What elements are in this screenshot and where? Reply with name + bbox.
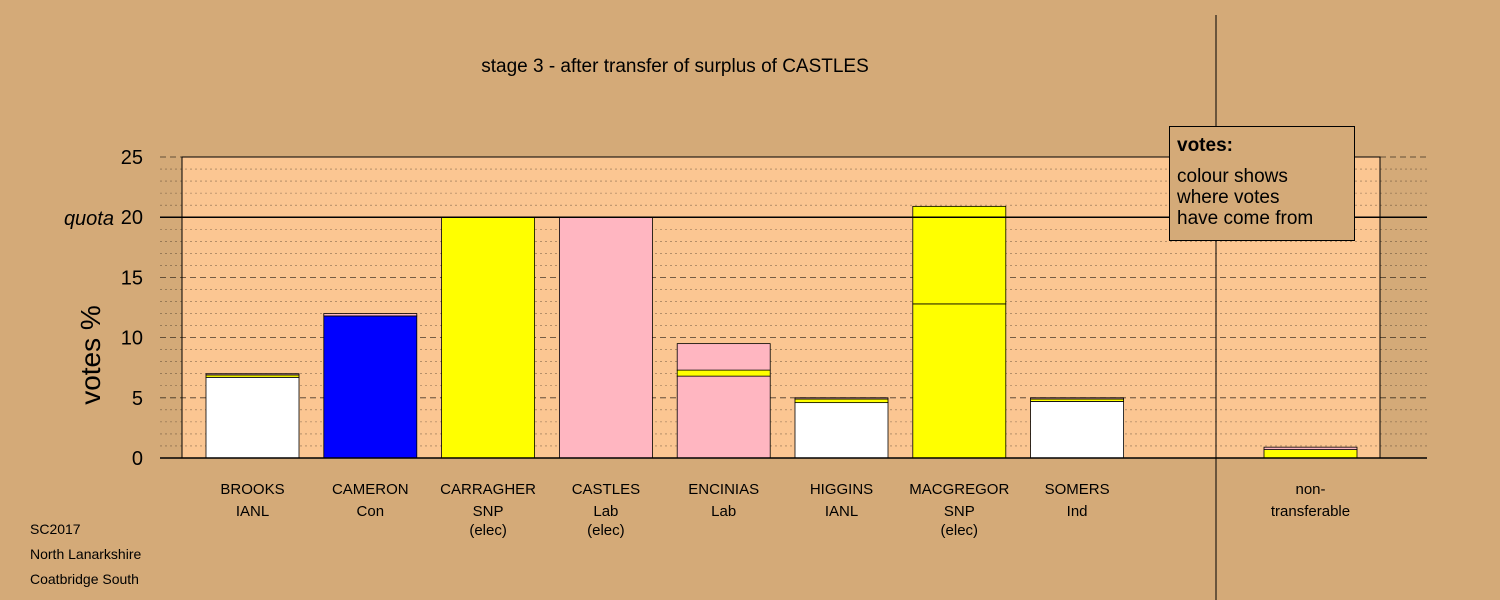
bar-higgins-segment	[794, 397, 889, 400]
candidate-status: (elec)	[587, 522, 625, 539]
legend-title: votes:	[1177, 135, 1233, 156]
bar-nontransferable-segment	[1263, 446, 1358, 450]
candidate-party: SNP	[473, 503, 504, 520]
bar-higgins-segment	[794, 398, 889, 404]
candidate-party: IANL	[825, 503, 858, 520]
bar-higgins-segment	[794, 402, 889, 459]
candidate-name: CAMERON	[332, 481, 409, 498]
candidate-party: SNP	[944, 503, 975, 520]
chart-title: stage 3 - after transfer of surplus of C…	[481, 56, 869, 77]
bar-macgregor-segment	[912, 303, 1007, 459]
candidate-party: Ind	[1067, 503, 1088, 520]
candidate-name: CARRAGHER	[440, 481, 536, 498]
y-tick-label: 15	[121, 267, 143, 289]
candidate-party: IANL	[236, 503, 269, 520]
bar-cameron-segment	[323, 313, 418, 317]
bar-somers-segment	[1030, 397, 1124, 400]
ward-name: Coatbridge South	[30, 571, 139, 587]
candidate-name: MACGREGOR	[909, 481, 1009, 498]
legend-line: have come from	[1177, 208, 1314, 229]
bar-castles-segment	[559, 216, 653, 459]
election-id: SC2017	[30, 521, 81, 537]
bar-encinias-segment	[676, 343, 771, 371]
candidate-name: SOMERS	[1045, 481, 1110, 498]
bar-cameron-segment	[323, 315, 418, 459]
y-tick-label: 10	[121, 328, 143, 350]
candidate-party: Lab	[711, 503, 736, 520]
legend-box: votes: colour shows where votes have com…	[1169, 126, 1355, 241]
y-axis-label: votes %	[75, 305, 106, 405]
candidate-name: BROOKS	[220, 481, 284, 498]
candidate-name: CASTLES	[572, 481, 640, 498]
nontransferable-label: transferable	[1271, 503, 1350, 520]
legend-line: colour shows	[1177, 166, 1288, 187]
y-tick-label: 25	[121, 147, 143, 169]
bar-brooks-segment	[205, 373, 300, 376]
candidate-status: (elec)	[941, 522, 979, 539]
candidate-status: (elec)	[469, 522, 507, 539]
bar-encinias-segment	[676, 375, 771, 459]
candidate-name: ENCINIAS	[688, 481, 759, 498]
candidate-party: Lab	[593, 503, 618, 520]
candidate-name: HIGGINS	[810, 481, 873, 498]
nontransferable-label: non-	[1295, 481, 1325, 498]
council-name: North Lanarkshire	[30, 546, 142, 562]
bar-macgregor-segment	[912, 205, 1007, 305]
y-tick-label: 0	[132, 448, 143, 470]
bar-nontransferable-segment	[1263, 449, 1358, 459]
bar-brooks-segment	[205, 376, 300, 459]
legend-line: where votes	[1177, 187, 1280, 208]
bar-somers-segment	[1030, 401, 1124, 459]
bar-encinias-segment	[676, 369, 771, 377]
quota-label: quota	[64, 208, 114, 230]
candidate-party: Con	[357, 503, 385, 520]
y-tick-label: 5	[132, 388, 143, 410]
y-tick-label: 20	[121, 207, 143, 229]
bar-carragher-segment	[441, 216, 536, 459]
